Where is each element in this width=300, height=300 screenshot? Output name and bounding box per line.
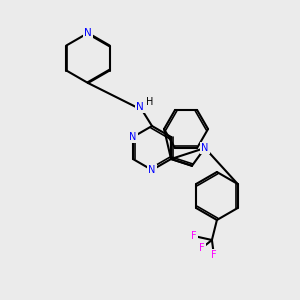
Text: N: N xyxy=(129,132,137,142)
Text: N: N xyxy=(148,165,156,175)
Text: F: F xyxy=(199,243,205,253)
Text: H: H xyxy=(146,97,154,107)
Text: F: F xyxy=(191,231,197,241)
Text: N: N xyxy=(136,102,144,112)
Text: N: N xyxy=(84,28,92,38)
Text: F: F xyxy=(211,250,217,260)
Text: N: N xyxy=(201,143,208,153)
